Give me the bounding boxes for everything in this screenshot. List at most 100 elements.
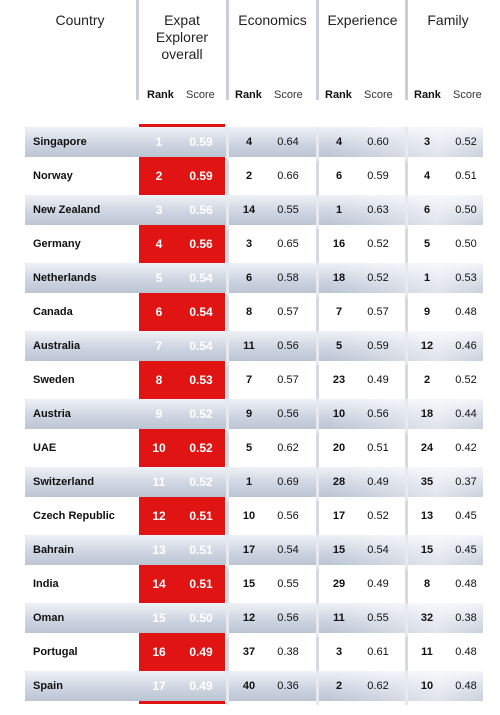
experience-rank: 6: [335, 170, 343, 182]
experience-rank: 20: [332, 442, 346, 454]
column-divider: [226, 365, 229, 399]
column-divider: [226, 399, 229, 433]
economics-rank: 14: [242, 204, 256, 216]
experience-rank: 11: [333, 612, 345, 624]
family-rank: 5: [423, 238, 431, 250]
economics-rank: 2: [245, 170, 253, 182]
economics-score: 0.55: [277, 578, 299, 590]
experience-score: 0.60: [367, 136, 389, 148]
header-economics-label: Economics: [238, 12, 307, 28]
experience-score: 0.52: [367, 510, 389, 522]
table-row: Spain 17 0.49 40 0.36 2 0.62 10 0.48: [25, 671, 483, 705]
experience-rank: 23: [332, 374, 346, 386]
family-score: 0.45: [455, 544, 477, 556]
header-economics: Economics: [229, 0, 316, 100]
table-row: Switzerland 11 0.52 1 0.69 28 0.49 35 0.37: [25, 467, 483, 501]
country-name: Germany: [33, 238, 81, 250]
subheader-econ-score: Score: [274, 89, 303, 101]
column-divider: [316, 671, 319, 705]
experience-rank: 3: [335, 646, 343, 658]
family-score: 0.37: [455, 476, 477, 488]
column-divider: [316, 331, 319, 365]
experience-score: 0.49: [367, 374, 389, 386]
header-family: Family: [408, 0, 488, 100]
subheader-fam-rank: Rank: [414, 89, 441, 101]
overall-rank: 8: [155, 373, 163, 387]
column-divider: [226, 671, 229, 705]
column-divider: [405, 229, 408, 263]
family-rank: 13: [420, 510, 434, 522]
family-score: 0.42: [455, 442, 477, 454]
family-rank: 32: [420, 612, 434, 624]
experience-rank: 10: [332, 408, 346, 420]
experience-score: 0.62: [367, 680, 389, 692]
family-score: 0.51: [455, 170, 477, 182]
table-row: Sweden 8 0.53 7 0.57 23 0.49 2 0.52: [25, 365, 483, 399]
family-rank: 18: [420, 408, 434, 420]
column-divider: [316, 399, 319, 433]
experience-rank: 16: [332, 238, 346, 250]
experience-rank: 4: [335, 136, 343, 148]
overall-rank: 9: [155, 407, 163, 421]
column-divider: [226, 603, 229, 637]
overall-score: 0.50: [189, 611, 213, 625]
experience-score: 0.56: [367, 408, 389, 420]
economics-rank: 11: [243, 340, 255, 352]
column-divider: [405, 297, 408, 331]
column-divider: [226, 195, 229, 229]
family-rank: 15: [420, 544, 434, 556]
country-name: Australia: [33, 340, 81, 352]
family-score: 0.52: [455, 374, 477, 386]
experience-rank: 5: [335, 340, 343, 352]
economics-rank: 7: [245, 374, 253, 386]
overall-score: 0.53: [189, 373, 213, 387]
header-experience-label: Experience: [327, 12, 398, 28]
table-row: Germany 4 0.56 3 0.65 16 0.52 5 0.50: [25, 229, 483, 263]
family-score: 0.53: [455, 272, 477, 284]
column-divider: [405, 263, 408, 297]
experience-score: 0.57: [367, 306, 389, 318]
experience-score: 0.49: [367, 476, 389, 488]
column-divider: [226, 535, 229, 569]
economics-score: 0.62: [277, 442, 299, 454]
experience-rank: 7: [335, 306, 343, 318]
overall-rank: 3: [155, 203, 163, 217]
experience-score: 0.59: [367, 340, 389, 352]
country-name: Switzerland: [33, 476, 95, 488]
column-divider: [405, 433, 408, 467]
overall-rank: 17: [152, 679, 166, 693]
column-divider: [316, 127, 319, 161]
family-rank: 2: [423, 374, 431, 386]
experience-score: 0.49: [367, 578, 389, 590]
table-row: New Zealand 3 0.56 14 0.55 1 0.63 6 0.50: [25, 195, 483, 229]
economics-score: 0.65: [277, 238, 299, 250]
experience-score: 0.54: [367, 544, 389, 556]
overall-score: 0.54: [189, 305, 213, 319]
economics-score: 0.56: [277, 408, 299, 420]
economics-score: 0.69: [277, 476, 299, 488]
subheader-exp-rank: Rank: [325, 89, 352, 101]
experience-rank: 17: [332, 510, 346, 522]
column-divider: [316, 535, 319, 569]
experience-score: 0.63: [367, 204, 389, 216]
header-divider: [405, 0, 408, 100]
table-row: Bahrain 13 0.51 17 0.54 15 0.54 15 0.45: [25, 535, 483, 569]
country-name: Netherlands: [33, 272, 97, 284]
family-rank: 12: [420, 340, 434, 352]
economics-rank: 1: [245, 476, 253, 488]
family-score: 0.48: [455, 578, 477, 590]
family-score: 0.48: [455, 306, 477, 318]
economics-score: 0.54: [277, 544, 299, 556]
table-row: UAE 10 0.52 5 0.62 20 0.51 24 0.42: [25, 433, 483, 467]
family-rank: 35: [420, 476, 434, 488]
family-score: 0.38: [455, 612, 477, 624]
economics-score: 0.56: [277, 612, 299, 624]
column-divider: [405, 569, 408, 603]
table-row: Canada 6 0.54 8 0.57 7 0.57 9 0.48: [25, 297, 483, 331]
family-score: 0.48: [455, 646, 477, 658]
country-name: Singapore: [33, 136, 87, 148]
overall-score: 0.56: [189, 203, 213, 217]
column-divider: [405, 399, 408, 433]
column-divider: [405, 365, 408, 399]
column-divider: [226, 127, 229, 161]
